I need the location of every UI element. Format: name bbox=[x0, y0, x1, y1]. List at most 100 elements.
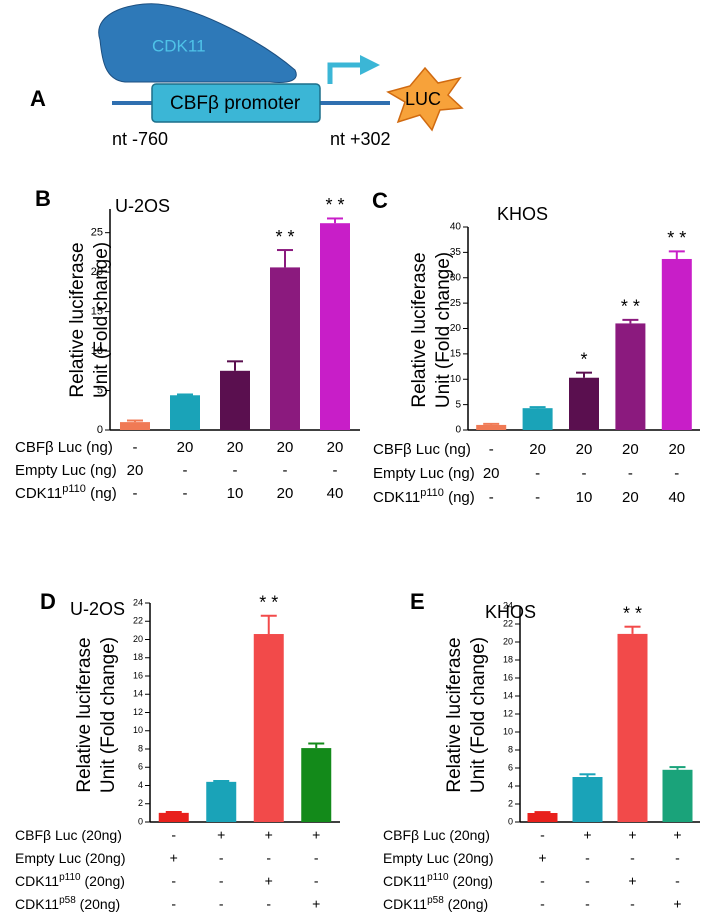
panel-letter: E bbox=[410, 589, 425, 614]
condition-cell: + bbox=[312, 896, 320, 912]
y-tick-label: 15 bbox=[450, 349, 462, 360]
condition-label: CDK11p110 (ng) bbox=[373, 487, 475, 506]
bar bbox=[120, 422, 150, 430]
condition-label: Empty Luc (20ng) bbox=[15, 850, 126, 866]
y-axis-label: Unit (Fold change) bbox=[91, 242, 112, 398]
condition-cell: 40 bbox=[327, 485, 344, 502]
condition-cell: - bbox=[540, 896, 545, 912]
bar bbox=[158, 812, 189, 822]
y-axis-label: Unit (Fold change) bbox=[468, 637, 489, 793]
condition-cell: + bbox=[538, 850, 546, 866]
y-tick-label: 16 bbox=[133, 670, 143, 680]
label-part: CBFβ Luc (ng) bbox=[15, 439, 113, 456]
condition-cell: - bbox=[133, 485, 138, 502]
label-part: p110 bbox=[62, 483, 86, 495]
y-tick-label: 0 bbox=[455, 425, 461, 436]
condition-cell: - bbox=[171, 827, 176, 843]
label-part: p110 bbox=[427, 872, 449, 883]
condition-cell: 10 bbox=[576, 489, 593, 506]
y-tick-label: 15 bbox=[91, 306, 103, 318]
y-tick-label: 22 bbox=[133, 616, 143, 626]
y-tick-label: 10 bbox=[503, 726, 513, 736]
bar bbox=[522, 408, 553, 430]
y-axis-label: Relative luciferase bbox=[74, 637, 95, 792]
panel-letter: D bbox=[40, 589, 56, 614]
condition-cell: + bbox=[265, 827, 273, 843]
label-part: CDK11 bbox=[383, 896, 427, 912]
condition-cell: - bbox=[219, 850, 224, 866]
condition-label: Empty Luc (ng) bbox=[373, 465, 475, 482]
condition-cell: - bbox=[219, 896, 224, 912]
significance: * * bbox=[621, 297, 640, 317]
condition-cell: - bbox=[675, 850, 680, 866]
condition-cell: - bbox=[628, 465, 633, 482]
y-tick-label: 0 bbox=[97, 424, 103, 436]
condition-label: CBFβ Luc (20ng) bbox=[15, 827, 122, 843]
condition-cell: - bbox=[266, 850, 271, 866]
label-part: CDK11 bbox=[373, 489, 420, 506]
y-tick-label: 0 bbox=[138, 816, 143, 826]
label-part: (20ng) bbox=[76, 896, 120, 912]
y-axis-label: Relative luciferase bbox=[67, 242, 88, 397]
y-axis-label: Unit (Fold change) bbox=[433, 252, 454, 408]
bar bbox=[527, 813, 558, 822]
label-part: (20ng) bbox=[449, 873, 493, 889]
chart-title: KHOS bbox=[485, 602, 536, 622]
condition-cell: - bbox=[489, 489, 494, 506]
condition-cell: - bbox=[540, 873, 545, 889]
significance: * * bbox=[667, 228, 686, 248]
y-tick-label: 12 bbox=[503, 708, 513, 718]
condition-cell: 20 bbox=[227, 439, 244, 456]
condition-label: Empty Luc (ng) bbox=[15, 462, 117, 479]
label-part: CDK11 bbox=[15, 485, 62, 502]
condition-cell: - bbox=[585, 896, 590, 912]
start-label: nt -760 bbox=[112, 129, 168, 149]
y-tick-label: 18 bbox=[133, 652, 143, 662]
label-part: p58 bbox=[59, 895, 76, 906]
y-tick-label: 18 bbox=[503, 654, 513, 664]
y-axis-label: Unit (Fold change) bbox=[98, 637, 119, 793]
label-part: p58 bbox=[427, 895, 444, 906]
chart-title: U-2OS bbox=[70, 599, 125, 619]
condition-cell: 20 bbox=[483, 465, 500, 482]
condition-cell: - bbox=[540, 827, 545, 843]
label-part: CBFβ Luc (20ng) bbox=[15, 827, 122, 843]
condition-cell: - bbox=[171, 896, 176, 912]
condition-cell: - bbox=[535, 489, 540, 506]
label-part: (20ng) bbox=[81, 873, 125, 889]
arrow-head bbox=[360, 55, 380, 75]
condition-cell: - bbox=[582, 465, 587, 482]
condition-cell: - bbox=[630, 896, 635, 912]
luc-star bbox=[386, 66, 464, 132]
label-part: CDK11 bbox=[15, 896, 59, 912]
chart: E KHOS Relative luciferase Unit (Fold chang… bbox=[383, 589, 700, 912]
significance: * bbox=[580, 349, 587, 369]
label-part: Empty Luc (ng) bbox=[15, 462, 117, 479]
condition-cell: 20 bbox=[327, 439, 344, 456]
bar bbox=[617, 633, 648, 822]
condition-cell: 20 bbox=[127, 462, 144, 479]
y-tick-label: 6 bbox=[508, 762, 513, 772]
condition-label: Empty Luc (20ng) bbox=[383, 850, 494, 866]
end-label: nt +302 bbox=[330, 129, 391, 149]
y-tick-label: 20 bbox=[91, 266, 103, 278]
y-tick-label: 35 bbox=[450, 247, 462, 258]
y-tick-label: 20 bbox=[450, 323, 462, 334]
y-tick-label: 2 bbox=[138, 798, 143, 808]
y-tick-label: 25 bbox=[91, 227, 103, 239]
condition-cell: + bbox=[583, 827, 591, 843]
condition-cell: 20 bbox=[529, 441, 546, 458]
label-part: p110 bbox=[59, 872, 81, 883]
condition-cell: - bbox=[675, 873, 680, 889]
panel-letter: A bbox=[30, 86, 46, 111]
arrow bbox=[327, 62, 362, 84]
label-part: Empty Luc (20ng) bbox=[383, 850, 494, 866]
y-tick-label: 10 bbox=[450, 374, 462, 385]
label-part: CBFβ Luc (20ng) bbox=[383, 827, 490, 843]
y-axis-label: Relative luciferase bbox=[444, 637, 465, 792]
condition-cell: - bbox=[283, 462, 288, 479]
condition-cell: - bbox=[171, 873, 176, 889]
y-tick-label: 6 bbox=[138, 762, 143, 772]
condition-cell: - bbox=[314, 873, 319, 889]
